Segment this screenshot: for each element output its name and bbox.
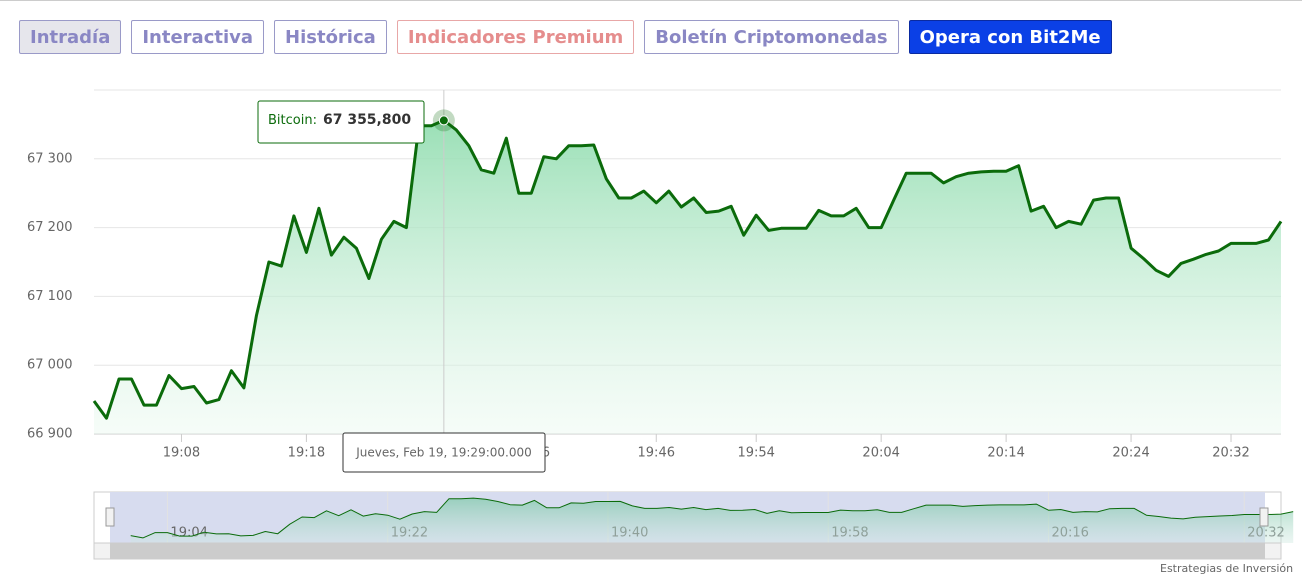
button[interactable]: Boletín Criptomonedas — [644, 20, 899, 54]
navigator-handle[interactable] — [105, 507, 115, 527]
y-tick-label: 67 300 — [27, 151, 73, 166]
y-tick-label: 67 200 — [27, 220, 73, 235]
credit: Estrategias de Inversión — [1160, 562, 1293, 575]
hover-point — [438, 115, 449, 126]
navigator-handle[interactable] — [1259, 507, 1269, 527]
x-tick-label: 20:32 — [1212, 446, 1249, 461]
x-tick-label: 19:08 — [163, 446, 200, 461]
tooltip-value: 67 355,800 — [323, 112, 411, 128]
button[interactable]: Intradía — [19, 20, 122, 54]
y-tick-label: 67 000 — [27, 358, 73, 373]
date-tooltip-box — [342, 432, 546, 473]
line — [130, 497, 1294, 539]
scrollbar-thumb[interactable] — [110, 543, 1265, 559]
line — [92, 118, 1283, 420]
tooltip-text: Bitcoin: 67 355,800 — [268, 112, 411, 128]
button[interactable]: Indicadores Premium — [396, 20, 635, 54]
area — [130, 498, 1294, 543]
x-tick-label: 20:04 — [862, 446, 899, 461]
x-tick-label: 19:54 — [737, 446, 774, 461]
x-tick-label: 20:14 — [987, 446, 1024, 461]
top-border — [0, 0, 1302, 1]
button-bar: Intradía Interactiva Histórica Indicador… — [19, 20, 1112, 54]
button[interactable]: Opera con Bit2Me — [908, 20, 1112, 54]
button[interactable]: Interactiva — [131, 20, 265, 54]
tooltip-label: Bitcoin: — [268, 113, 317, 128]
y-tick-label: 66 900 — [27, 427, 73, 442]
area — [94, 120, 1281, 435]
x-tick-label: 20:24 — [1112, 446, 1149, 461]
x-tick-label: 19:46 — [638, 446, 675, 461]
date-tooltip-text: Jueves, Feb 19, 19:29:00.000 — [355, 446, 531, 460]
y-tick-label: 67 100 — [27, 289, 73, 304]
tooltip-box — [257, 100, 425, 144]
x-tick-label: 19:18 — [288, 446, 325, 461]
button[interactable]: Histórica — [274, 20, 387, 54]
